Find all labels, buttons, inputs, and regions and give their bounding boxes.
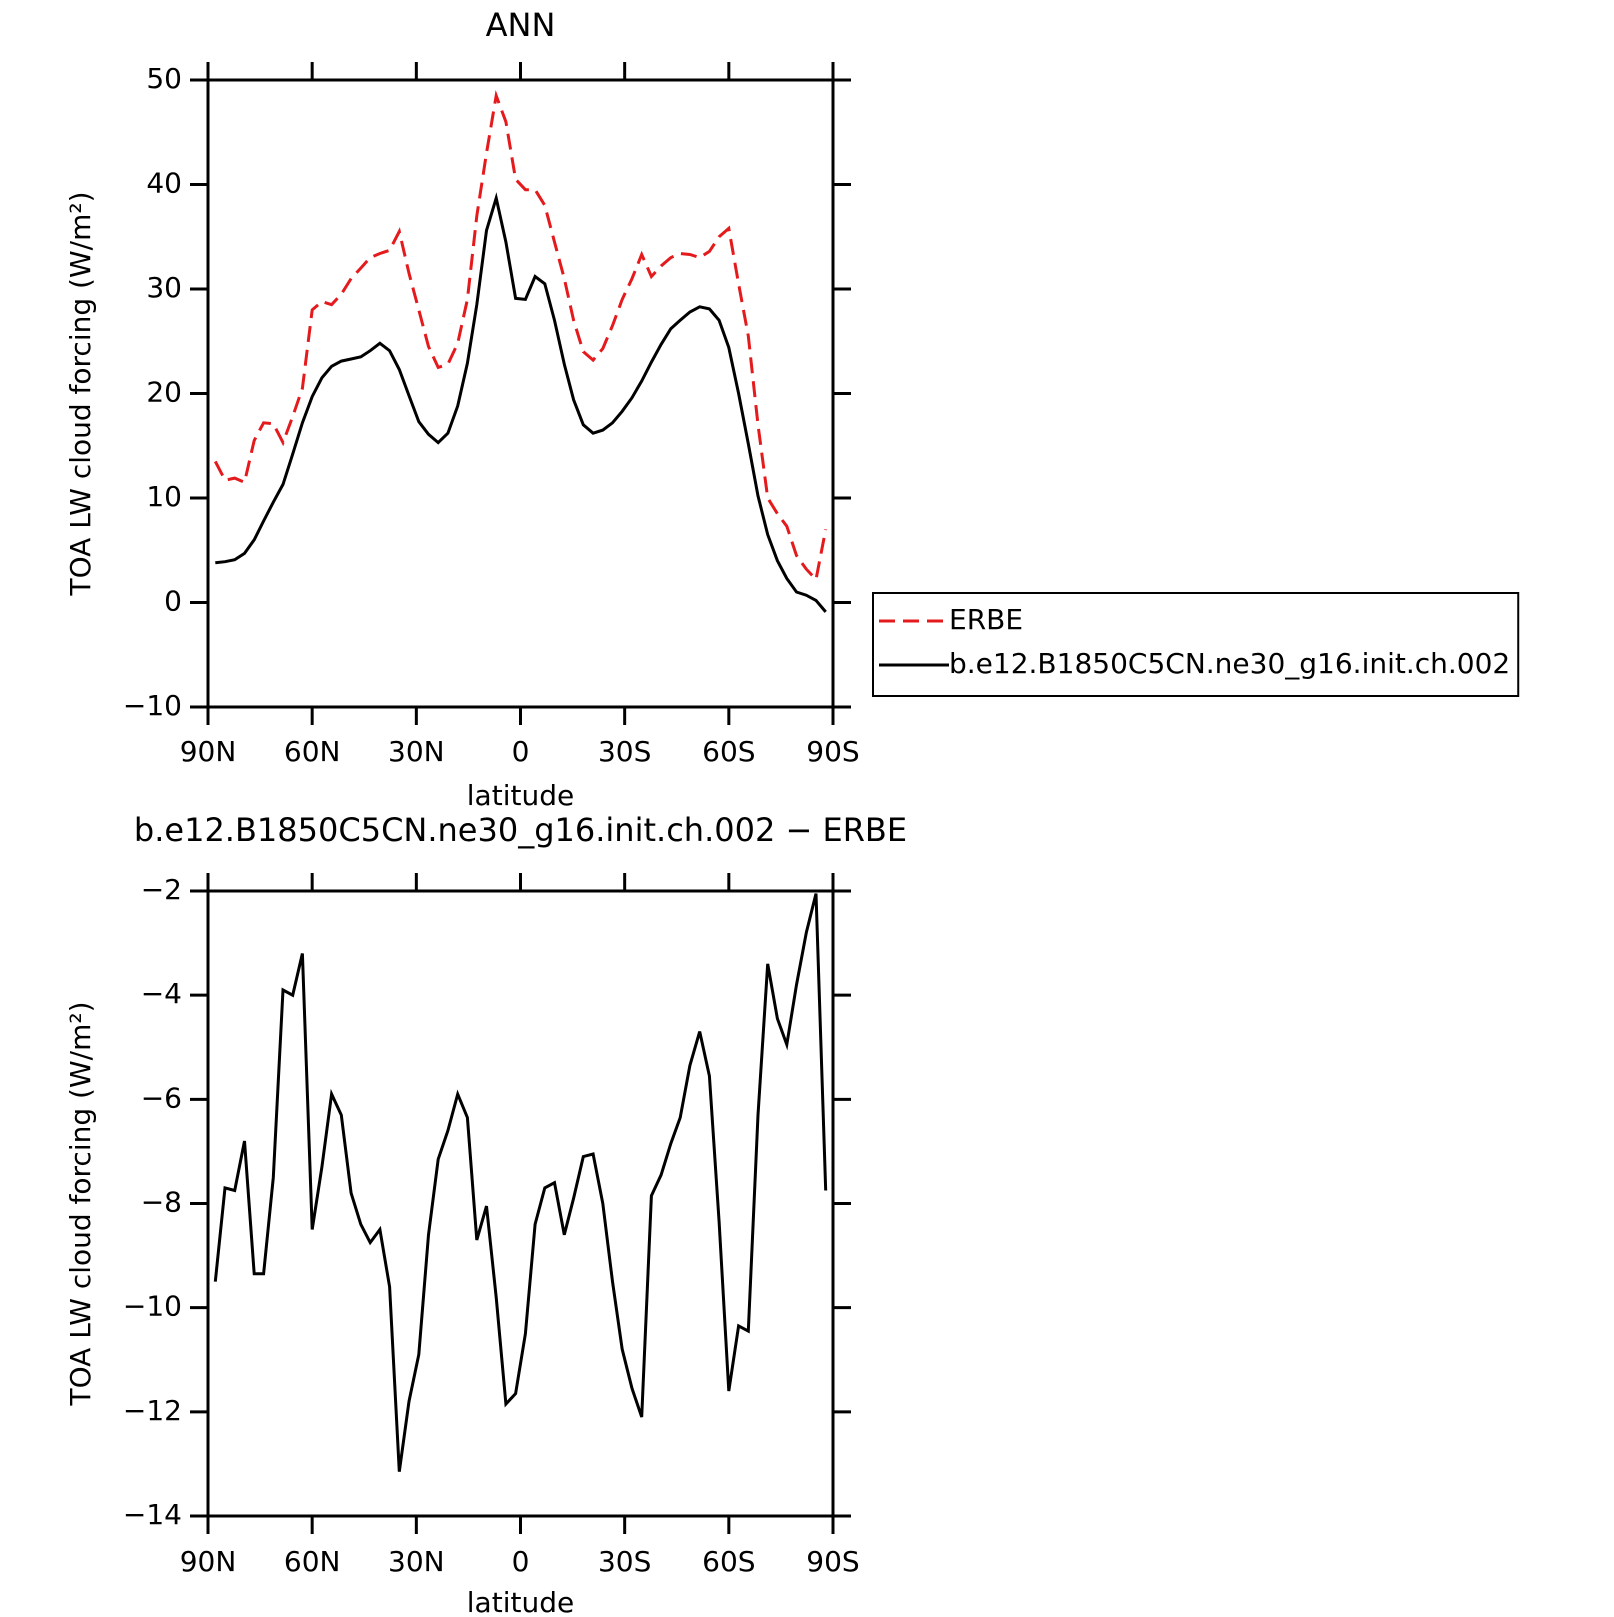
data-line [213,89,828,583]
x-tick-label: 60N [284,1545,341,1578]
y-tick-label: −10 [123,1290,182,1323]
y-tick-label: −8 [141,1186,182,1219]
x-tick-label: 60S [702,735,755,768]
y-tick-label: −12 [123,1394,182,1427]
y-tick-label: 10 [146,480,182,513]
x-tick-label: 90N [180,735,237,768]
plot-frame [206,889,835,1518]
x-tick-label: 0 [512,1545,530,1578]
legend: ERBE b.e12.B1850C5CN.ne30_g16.init.ch.002 [872,592,1520,697]
x-axis-label: latitude [467,779,574,812]
x-tick-label: 30S [598,1545,651,1578]
x-tick-label: 60S [702,1545,755,1578]
plot-frame [206,78,835,709]
chart-title: ANN [486,6,556,44]
x-tick-label: 30N [388,1545,445,1578]
y-tick-label: −4 [141,977,182,1010]
x-tick-label: 0 [512,735,530,768]
legend-label: b.e12.B1850C5CN.ne30_g16.init.ch.002 [949,647,1510,680]
y-tick-label: −2 [141,873,182,906]
x-tick-label: 90N [180,1545,237,1578]
chart-title: b.e12.B1850C5CN.ne30_g16.init.ch.002 − E… [134,811,907,849]
y-tick-label: −10 [123,689,182,722]
x-axis-label: latitude [467,1586,574,1613]
data-line [213,893,828,1472]
x-tick-label: 60N [284,735,341,768]
data-line [215,192,827,613]
y-tick-label: 20 [146,376,182,409]
y-tick-label: 30 [146,271,182,304]
y-tick-label: 40 [146,167,182,200]
x-tick-label: 90S [806,1545,859,1578]
y-axis-label: TOA LW cloud forcing (W/m²) [64,192,97,597]
x-tick-label: 30N [388,735,445,768]
x-tick-label: 30S [598,735,651,768]
legend-label: ERBE [949,603,1023,636]
y-tick-label: −14 [123,1498,182,1531]
y-tick-label: 0 [164,585,182,618]
y-axis-label: TOA LW cloud forcing (W/m²) [64,1002,97,1407]
legend-box [872,592,1520,697]
x-tick-label: 90S [806,735,859,768]
y-tick-label: 50 [146,62,182,95]
y-tick-label: −6 [141,1081,182,1114]
